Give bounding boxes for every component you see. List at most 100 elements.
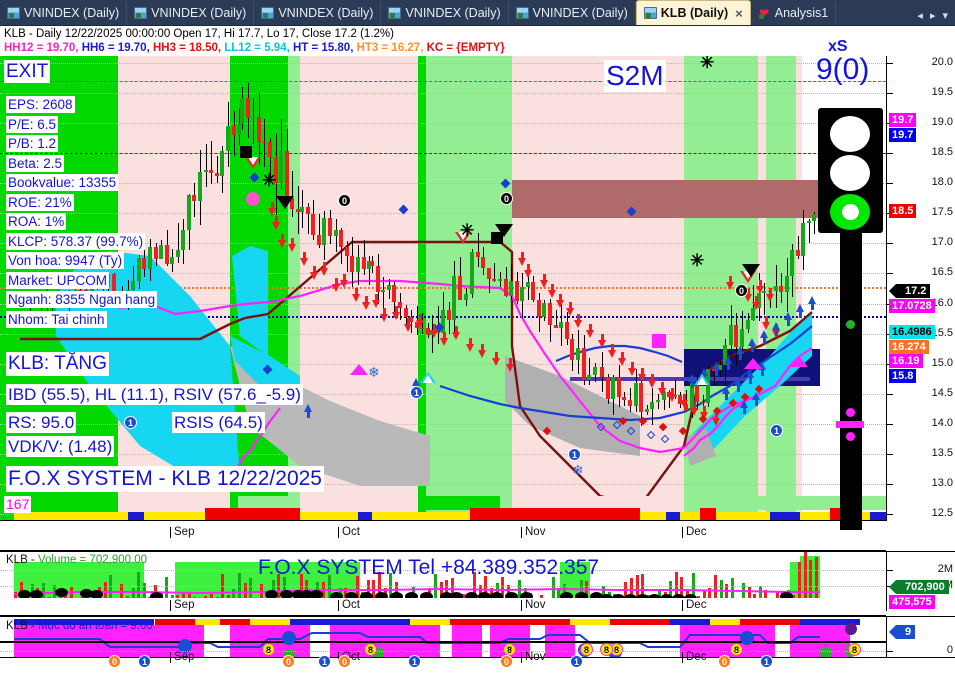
nav-next-icon[interactable]: ▸ (929, 10, 936, 22)
candle-wick (555, 309, 557, 329)
tab-vnindex-daily[interactable]: VNINDEX (Daily) (381, 1, 509, 25)
price-tag: 19.7 (889, 113, 917, 127)
month-label: Dec (682, 651, 706, 663)
safety-score-badge[interactable]: 8 (600, 643, 613, 656)
traffic-light-widget[interactable] (818, 108, 883, 530)
timeline-event-badge[interactable]: 0 (500, 655, 513, 668)
safety-dot-marker (178, 639, 192, 653)
volume-bar (142, 583, 146, 608)
snowflake-marker-icon: ❄ (368, 364, 380, 380)
rsis-line: RSIS (64.5) (172, 412, 265, 433)
tag-arrow (889, 625, 896, 639)
volume-tel-overlay: F.O.X SYSTEM Tel +84.389.352.357 (258, 556, 600, 579)
candle-body (142, 258, 147, 269)
filled-up-triangle-icon (350, 364, 368, 375)
open-up-triangle-icon (420, 372, 436, 383)
volume-pane-label: KLB - Volume = 702,900.00 (6, 554, 147, 566)
nav-menu-icon[interactable]: ▾ (942, 10, 948, 22)
event-badge[interactable]: 1 (770, 424, 783, 437)
tab-vnindex-daily[interactable]: VNINDEX (Daily) (0, 1, 128, 25)
safety-green-dot (283, 649, 295, 657)
price-tick-label: 16.5 (931, 266, 953, 279)
candle-body (498, 278, 502, 282)
price-tag: 17.2 (889, 284, 931, 298)
candle-body (426, 328, 430, 336)
event-badge[interactable]: 1 (124, 416, 137, 429)
gridline (0, 183, 886, 185)
candle-wick (177, 222, 179, 263)
candle-body (322, 217, 327, 246)
buy-arrow-icon (796, 304, 805, 318)
candle-body (806, 221, 811, 223)
sell-arrow-icon (288, 238, 297, 252)
candle-body (164, 244, 169, 265)
candle-wick (369, 255, 371, 285)
timeline-event-badge[interactable]: 1 (570, 655, 583, 668)
event-badge[interactable]: 0 (338, 194, 351, 207)
volume-bar (372, 579, 376, 608)
event-badge[interactable]: 0 (500, 192, 513, 205)
timeline-event-badge[interactable]: 1 (760, 655, 773, 668)
candle-body (350, 255, 355, 272)
tab-vnindex-daily[interactable]: VNINDEX (Daily) (509, 1, 636, 25)
volume-cluster-marker (150, 592, 163, 601)
safety-score-badge[interactable]: 8 (848, 643, 861, 656)
volume-bar (742, 582, 745, 608)
timeline-event-badge[interactable]: 0 (338, 655, 351, 668)
price-tick-label: 15.0 (931, 356, 953, 369)
red-lamp[interactable] (830, 116, 870, 152)
safety-score-badge[interactable]: 8 (730, 643, 743, 656)
stat-beta: Beta: 2.5 (6, 154, 65, 172)
safety-score-badge[interactable]: 8 (262, 643, 275, 656)
nav-prev-icon[interactable]: ◂ (917, 10, 923, 22)
tab-label: VNINDEX (Daily) (24, 6, 120, 20)
safety-score-badge[interactable]: 8 (364, 643, 377, 656)
safety-tag: 9 (889, 625, 916, 639)
timeline-event-badge[interactable]: 0 (108, 655, 121, 668)
yellow-lamp[interactable] (830, 155, 870, 191)
candle-wick (808, 219, 810, 243)
axis-tick (887, 93, 893, 95)
event-badge[interactable]: 0 (735, 284, 748, 297)
safety-score-badge[interactable]: 8 (580, 643, 593, 656)
price-tag: 18.5 (889, 204, 917, 218)
volume-bar (103, 582, 107, 608)
filled-up-triangle-icon (790, 356, 808, 367)
timeline-event-badge[interactable]: 1 (318, 655, 331, 668)
timeline-event-badge[interactable]: 1 (408, 655, 421, 668)
timeline-event-badge[interactable]: 1 (138, 655, 151, 668)
candle-wick (383, 276, 385, 311)
stat-bookvalue: Bookvalue: 13355 (6, 174, 119, 191)
volume-bar (641, 574, 645, 608)
price-tick-label: 14.0 (931, 416, 953, 429)
signal-strip-segment (512, 496, 684, 510)
close-icon[interactable]: × (735, 5, 743, 21)
tab-klb-daily[interactable]: KLB (Daily) × (635, 0, 751, 25)
tab-vnindex-daily[interactable]: VNINDEX (Daily) (254, 1, 382, 25)
timeline-event-badge[interactable]: 0 (282, 655, 295, 668)
candle-wick (814, 212, 816, 235)
tab-analysis1[interactable]: ❤ Analysis1 (751, 1, 837, 25)
price-tick-label: 18.0 (931, 176, 953, 189)
price-axis[interactable]: 20.0 19.5 19.0 18.5 18.0 17.5 17.0 16.5 16.0 15.5… (886, 56, 955, 597)
stat-von-hoa: Von hoa: 9947 (Ty) (6, 252, 125, 269)
chart-icon (515, 7, 529, 19)
candle-body (581, 348, 586, 380)
candle-body (762, 291, 767, 294)
volume-cluster-marker (360, 592, 373, 601)
candle-body (531, 281, 536, 301)
candle-body (622, 396, 627, 401)
tab-vnindex-daily[interactable]: VNINDEX (Daily) (127, 1, 255, 25)
gridline (0, 243, 886, 245)
pole-magenta-dot-upper (846, 408, 855, 417)
event-badge[interactable]: 1 (568, 448, 581, 461)
timeline-event-badge[interactable]: 0 (718, 655, 731, 668)
candle-body (509, 281, 514, 296)
candle-body (745, 319, 750, 330)
rs-line: RS: 95.0 (6, 412, 77, 433)
event-badge[interactable]: 1 (410, 386, 423, 399)
